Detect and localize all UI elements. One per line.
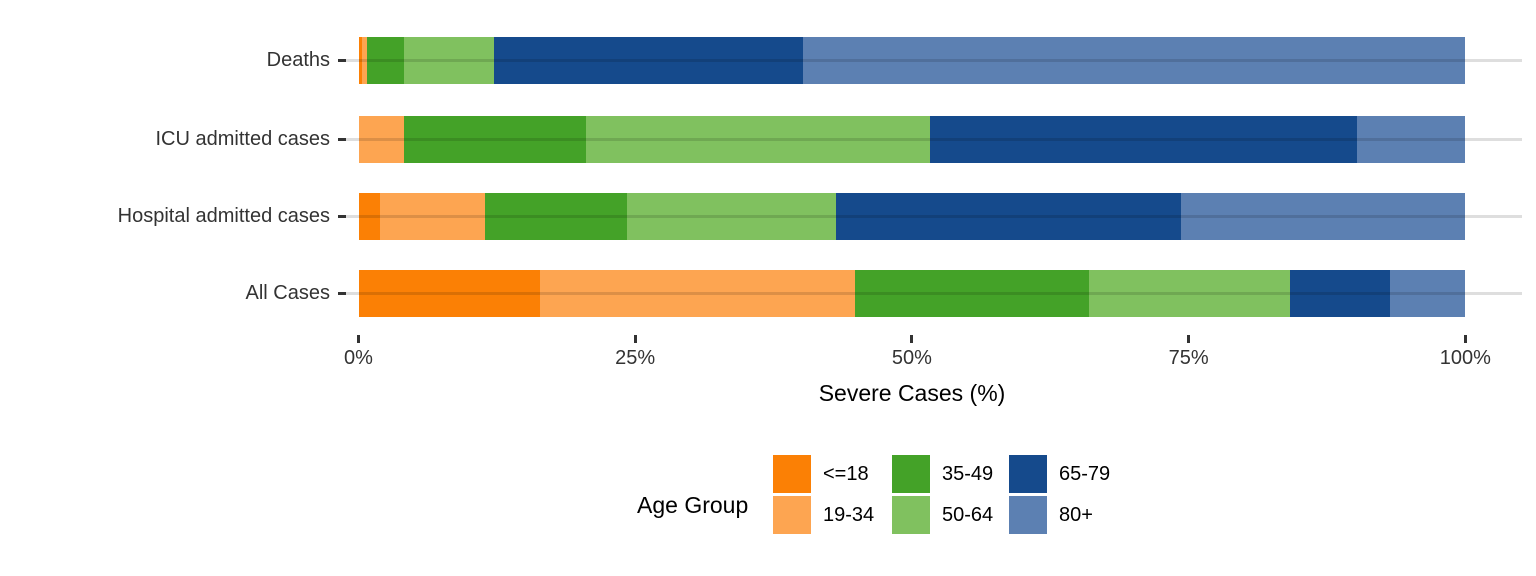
x-axis-tick-label: 75% [1168,347,1209,369]
legend-label: 50-64 [942,503,994,526]
bar-segment [358,115,404,163]
bar-segment [484,192,628,240]
y-axis-tick [338,58,346,62]
legend-label: 35-49 [942,462,994,485]
legend-swatch [892,496,930,534]
legend-swatch [773,455,811,493]
bar-segment [358,36,362,84]
legend-entry: 35-49 [892,455,993,493]
legend-entry: 80+ [1009,496,1093,534]
bar-segment [929,115,1357,163]
bar-row [358,269,1466,317]
x-axis-tick-label: 0% [344,347,373,369]
legend-entry: 50-64 [892,496,993,534]
gridline [346,214,1522,218]
bar-segment [358,269,540,317]
y-axis-tick [338,214,346,218]
y-axis-tick [338,291,346,295]
x-axis-title: Severe Cases (%) [818,380,1006,406]
bar-segment [403,36,494,84]
legend-swatch [773,496,811,534]
bar-row [358,192,1466,240]
gridline [346,58,1522,62]
legend-entry: 19-34 [773,496,874,534]
x-axis-tick [910,335,914,343]
y-axis-tick [338,137,346,141]
bar-segment [540,269,856,317]
gridline [346,137,1522,141]
gridline [346,291,1522,295]
bar-row [358,115,1466,163]
bar-segment [1180,192,1466,240]
legend-swatch [1009,455,1047,493]
bar-segment [803,36,1466,84]
y-axis-label: Hospital admitted cases [117,205,330,227]
x-axis-tick-label: 25% [615,347,656,369]
bar-segment [627,192,836,240]
bar-segment [855,269,1089,317]
bar-segment [586,115,930,163]
legend-label: 19-34 [823,503,875,526]
bar-segment [1088,269,1291,317]
y-axis-label: ICU admitted cases [155,128,330,150]
x-axis-tick-label: 50% [891,347,932,369]
legend-swatch [1009,496,1047,534]
bar-segment [1390,269,1466,317]
bar-segment [379,192,485,240]
legend-entry: <=18 [773,455,869,493]
x-axis-tick [633,335,637,343]
bar-segment [835,192,1181,240]
bar-segment [1290,269,1391,317]
y-axis-label: Deaths [266,49,330,71]
x-axis-tick [1463,335,1467,343]
x-axis-tick [357,335,360,343]
legend-entry: 65-79 [1009,455,1110,493]
legend-swatch [892,455,930,493]
bar-segment [1356,115,1466,163]
bar-segment [361,36,368,84]
bar-row [358,36,1466,84]
legend-label: 80+ [1059,503,1093,526]
y-axis-label: All Cases [245,282,330,304]
bar-segment [403,115,587,163]
legend-label: <=18 [823,462,869,485]
legend-label: 65-79 [1059,462,1111,485]
x-axis-tick-label: 100% [1439,347,1491,369]
bar-segment [493,36,804,84]
bar-segment [358,192,380,240]
plot-panel [346,20,1522,335]
x-axis-tick [1187,335,1191,343]
legend-title: Age Group [637,492,749,518]
bar-segment [367,36,404,84]
